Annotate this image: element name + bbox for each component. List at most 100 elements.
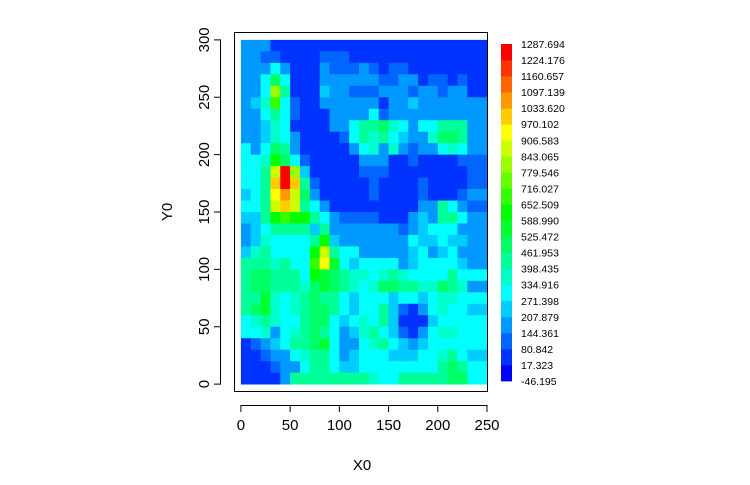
heatmap-cell bbox=[349, 280, 360, 293]
heatmap-cell bbox=[359, 108, 370, 121]
heatmap-cell bbox=[329, 234, 340, 247]
heatmap-cell bbox=[437, 326, 449, 339]
heatmap-cell bbox=[309, 200, 321, 213]
heatmap-cell bbox=[467, 177, 478, 190]
heatmap-cell bbox=[388, 361, 399, 374]
heatmap-cell bbox=[398, 338, 409, 351]
heatmap-cell bbox=[309, 120, 321, 133]
heatmap-cell bbox=[378, 338, 389, 351]
heatmap-cell bbox=[359, 269, 370, 282]
heatmap-cell bbox=[299, 280, 311, 293]
heatmap-cell bbox=[290, 372, 301, 385]
heatmap-cells bbox=[240, 39, 488, 385]
heatmap-cell bbox=[368, 292, 380, 305]
heatmap-cell bbox=[457, 62, 468, 75]
heatmap-cell bbox=[457, 120, 468, 133]
heatmap-cell bbox=[290, 361, 301, 374]
heatmap-cell bbox=[477, 338, 488, 351]
heatmap-cell bbox=[260, 303, 271, 316]
heatmap-cell bbox=[299, 223, 311, 236]
heatmap-cell bbox=[349, 269, 360, 282]
heatmap-cell bbox=[309, 131, 321, 144]
heatmap-cell bbox=[359, 166, 370, 178]
heatmap-cell bbox=[319, 74, 330, 87]
heatmap-cell bbox=[359, 303, 370, 316]
heatmap-cell bbox=[447, 200, 458, 213]
heatmap-cell bbox=[339, 177, 350, 190]
heatmap-cell bbox=[457, 338, 468, 351]
heatmap-cell bbox=[447, 39, 458, 52]
heatmap-cell bbox=[270, 189, 281, 201]
heatmap-cell bbox=[467, 108, 478, 121]
heatmap-cell bbox=[319, 349, 330, 362]
heatmap-cell bbox=[260, 200, 271, 213]
heatmap-cell bbox=[457, 326, 468, 339]
heatmap-cell bbox=[280, 326, 291, 339]
heatmap-cell bbox=[240, 143, 252, 156]
heatmap-cell bbox=[477, 189, 488, 201]
heatmap-cell bbox=[447, 280, 458, 293]
legend-label: 398.435 bbox=[521, 264, 559, 276]
heatmap-cell bbox=[437, 212, 449, 224]
heatmap-cell bbox=[270, 212, 281, 224]
heatmap-cell bbox=[280, 200, 291, 213]
heatmap-cell bbox=[447, 292, 458, 305]
heatmap-cell bbox=[437, 143, 449, 156]
heatmap-cell bbox=[467, 143, 478, 156]
heatmap-cell bbox=[467, 85, 478, 98]
legend-swatch bbox=[501, 172, 512, 189]
heatmap-cell bbox=[349, 326, 360, 339]
heatmap-cell bbox=[408, 62, 419, 75]
heatmap-cell bbox=[260, 166, 271, 178]
heatmap-cell bbox=[270, 269, 281, 282]
heatmap-cell bbox=[319, 51, 330, 64]
heatmap-cell bbox=[290, 51, 301, 64]
heatmap-cell bbox=[368, 120, 380, 133]
heatmap-cell bbox=[447, 62, 458, 75]
heatmap-cell bbox=[270, 108, 281, 121]
heatmap-cell bbox=[467, 292, 478, 305]
heatmap-cell bbox=[408, 303, 419, 316]
heatmap-cell bbox=[427, 166, 439, 178]
y-tick-label: 0 bbox=[196, 380, 213, 388]
heatmap-cell bbox=[378, 234, 389, 247]
heatmap-cell bbox=[408, 39, 419, 52]
heatmap-cell bbox=[270, 326, 281, 339]
heatmap-cell bbox=[388, 212, 399, 224]
heatmap-cell bbox=[457, 361, 468, 374]
heatmap-cell bbox=[270, 85, 281, 98]
heatmap-cell bbox=[368, 315, 380, 328]
heatmap-cell bbox=[408, 97, 419, 110]
heatmap-cell bbox=[290, 39, 301, 52]
legend-label: 1287.694 bbox=[521, 39, 565, 51]
heatmap-cell bbox=[280, 349, 291, 362]
heatmap-cell bbox=[309, 292, 321, 305]
heatmap-cell bbox=[309, 212, 321, 224]
heatmap-cell bbox=[427, 39, 439, 52]
heatmap-cell bbox=[437, 189, 449, 201]
heatmap-cell bbox=[349, 303, 360, 316]
heatmap-cell bbox=[477, 349, 488, 362]
heatmap-cell bbox=[359, 39, 370, 52]
heatmap-cell bbox=[477, 326, 488, 339]
heatmap-cell bbox=[359, 212, 370, 224]
heatmap-cell bbox=[398, 51, 409, 64]
heatmap-cell bbox=[260, 212, 271, 224]
heatmap-cell bbox=[299, 39, 311, 52]
heatmap-cell bbox=[378, 349, 389, 362]
legend-swatch bbox=[501, 156, 512, 173]
heatmap-cell bbox=[427, 338, 439, 351]
heatmap-cell bbox=[378, 62, 389, 75]
heatmap-cell bbox=[418, 303, 429, 316]
heatmap-cell bbox=[299, 246, 311, 259]
heatmap-cell bbox=[427, 292, 439, 305]
heatmap-cell bbox=[457, 257, 468, 270]
legend-label: 1160.657 bbox=[521, 71, 564, 83]
heatmap-cell bbox=[408, 85, 419, 98]
heatmap-cell bbox=[260, 361, 271, 374]
heatmap-cell bbox=[398, 166, 409, 178]
heatmap-cell bbox=[319, 269, 330, 282]
heatmap-cell bbox=[319, 246, 330, 259]
heatmap-cell bbox=[240, 154, 252, 167]
heatmap-cell bbox=[339, 303, 350, 316]
